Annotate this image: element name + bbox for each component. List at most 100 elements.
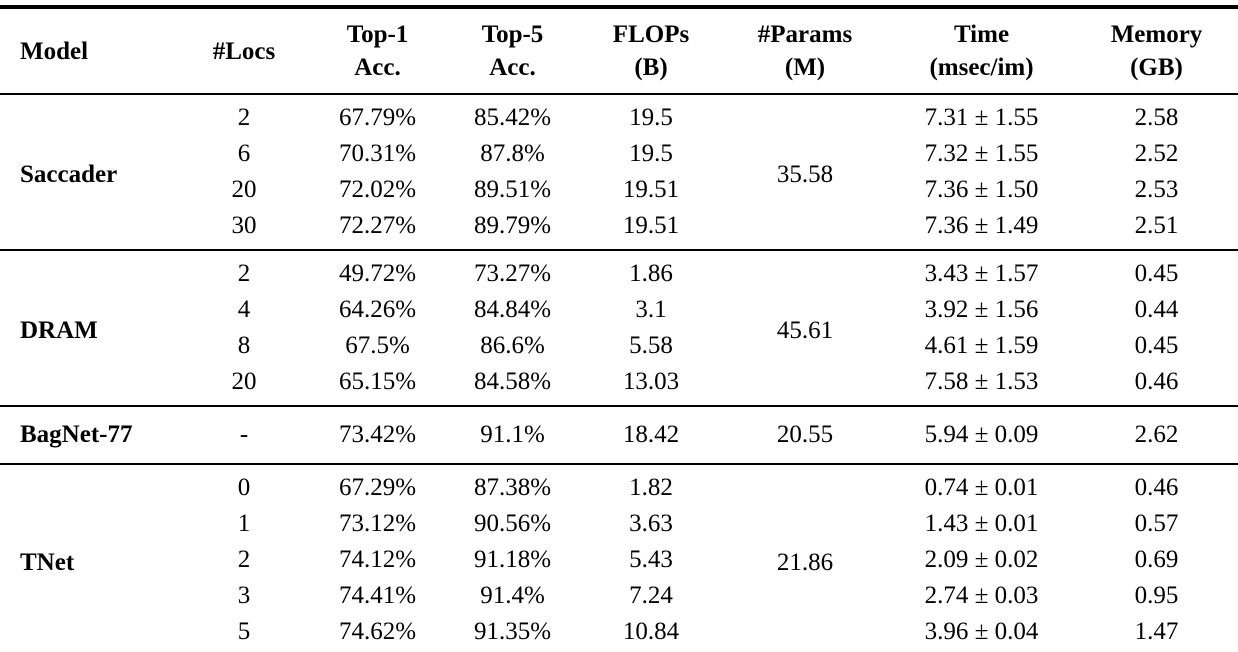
top5-cell: 89.51% xyxy=(473,176,552,203)
locs-cell: 2 xyxy=(237,546,251,573)
col-header-label: Model xyxy=(20,37,89,65)
memory-cell: 1.47 xyxy=(1134,618,1179,645)
model-cell: TNet xyxy=(0,463,178,652)
time-cell: 2.74 ± 0.03 xyxy=(924,582,1039,609)
top1-cell: 67.79% xyxy=(338,104,417,131)
table-row: TNet 0 67.29% 87.38% 1.82 21.86 0.74 ± 0.01 0.4… xyxy=(0,463,1238,652)
top5-cell: 91.18% xyxy=(473,546,552,573)
flops-cell: 1.86 xyxy=(580,249,722,292)
top5-cell: 89.79% xyxy=(473,212,552,239)
col-header-model: Model xyxy=(0,7,178,95)
top5-cell: 87.8% xyxy=(480,140,545,167)
memory-cell: 0.46 xyxy=(1075,463,1238,506)
top1-cell: 64.26% xyxy=(338,296,417,323)
table-row: 30 72.27% 89.79% 19.51 7.36 ± 1.49 2.51 xyxy=(0,208,1238,250)
top5-cell: 91.4% xyxy=(480,582,545,609)
col-header-top1: Top-1 Acc. xyxy=(310,7,445,95)
locs-cell: 30 xyxy=(231,212,257,239)
memory-cell: 2.53 xyxy=(1134,176,1179,203)
top5-cell: 91.35% xyxy=(473,618,552,645)
params-cell: 21.86 xyxy=(722,463,888,652)
locs-cell: 3 xyxy=(237,582,251,609)
locs-cell: 2 xyxy=(237,104,251,131)
flops-cell: 19.51 xyxy=(622,176,680,203)
time-cell: 1.43 ± 0.01 xyxy=(924,510,1039,537)
table-row: 3 74.41% 91.4% 7.24 2.74 ± 0.03 0.95 xyxy=(0,578,1238,614)
time-cell: 7.32 ± 1.55 xyxy=(924,140,1039,167)
params-cell: 20.55 xyxy=(722,405,888,464)
table-body: Saccader 2 67.79% 85.42% 19.5 35.58 7.31 ± 1.5… xyxy=(0,94,1238,652)
locs-cell: 1 xyxy=(237,510,251,537)
col-header-label: FLOPs xyxy=(612,21,690,48)
time-cell: 7.36 ± 1.50 xyxy=(924,176,1039,203)
col-header-label: #Params xyxy=(757,21,853,48)
col-header-label: Top-5 xyxy=(481,21,544,48)
memory-cell: 0.95 xyxy=(1134,582,1179,609)
col-header-sub: Acc. xyxy=(354,54,401,81)
time-cell: 2.09 ± 0.02 xyxy=(924,546,1039,573)
top5-cell: 86.6% xyxy=(480,332,545,359)
locs-cell: 8 xyxy=(237,332,251,359)
flops-cell: 19.51 xyxy=(622,212,680,239)
memory-cell: 0.69 xyxy=(1134,546,1179,573)
col-header-sub: (GB) xyxy=(1130,54,1183,81)
time-cell: 3.96 ± 0.04 xyxy=(924,618,1039,645)
top5-cell: 84.84% xyxy=(473,296,552,323)
table-row: 6 70.31% 87.8% 19.5 7.32 ± 1.55 2.52 xyxy=(0,136,1238,172)
locs-cell: 0 xyxy=(178,463,310,506)
top1-cell: 73.12% xyxy=(338,510,417,537)
time-cell: 3.43 ± 1.57 xyxy=(888,249,1075,292)
locs-cell: 4 xyxy=(237,296,251,323)
memory-cell: 0.45 xyxy=(1075,249,1238,292)
top5-cell: 84.58% xyxy=(473,368,552,395)
top1-cell: 73.42% xyxy=(310,405,445,464)
col-header-sub: (B) xyxy=(634,54,668,81)
col-header-locs: #Locs xyxy=(178,7,310,95)
params-cell: 35.58 xyxy=(776,160,834,188)
model-cell: BagNet-77 xyxy=(0,405,178,464)
time-cell: 3.92 ± 1.56 xyxy=(924,296,1039,323)
col-header-label: Time xyxy=(953,21,1010,48)
flops-cell: 5.58 xyxy=(629,332,673,359)
top1-cell: 74.41% xyxy=(338,582,417,609)
header-row: Model #Locs Top-1 Acc. Top-5 Acc. FLOPs … xyxy=(0,7,1238,95)
col-header-flops: FLOPs (B) xyxy=(580,7,722,95)
model-comparison-table: Model #Locs Top-1 Acc. Top-5 Acc. FLOPs … xyxy=(0,5,1238,652)
col-header-memory: Memory (GB) xyxy=(1075,7,1238,95)
time-cell: 7.58 ± 1.53 xyxy=(924,368,1039,395)
table-row: BagNet-77-73.42% 91.1% 18.42 20.55 5.94 ± 0.… xyxy=(0,405,1238,464)
model-cell: DRAM xyxy=(0,249,178,406)
top1-cell: 49.72% xyxy=(310,249,445,292)
flops-cell: 7.24 xyxy=(629,582,673,609)
memory-cell: 0.57 xyxy=(1134,510,1179,537)
top1-cell: 72.27% xyxy=(338,212,417,239)
top5-cell: 90.56% xyxy=(473,510,552,537)
locs-cell: 20 xyxy=(231,368,257,395)
col-header-params: #Params (M) xyxy=(722,7,888,95)
table-row: DRAM 2 49.72% 73.27% 1.86 45.61 3.43 ± 1.57 0.4… xyxy=(0,249,1238,406)
top1-cell: 70.31% xyxy=(338,140,417,167)
flops-cell: 18.42 xyxy=(580,405,722,464)
flops-cell: 3.1 xyxy=(635,296,667,323)
memory-cell: 2.51 xyxy=(1134,212,1179,239)
top1-cell: 67.5% xyxy=(345,332,410,359)
top1-cell: 67.29% xyxy=(310,463,445,506)
col-header-label: Memory xyxy=(1110,21,1203,48)
flops-cell: 5.43 xyxy=(629,546,673,573)
flops-cell: 13.03 xyxy=(622,368,680,395)
table-row: 2 74.12% 91.18% 5.43 2.09 ± 0.02 0.69 xyxy=(0,542,1238,578)
top1-cell: 72.02% xyxy=(338,176,417,203)
table-row: 20 72.02% 89.51% 19.51 7.36 ± 1.50 2.53 xyxy=(0,172,1238,208)
time-cell: 5.94 ± 0.09 xyxy=(888,405,1075,464)
time-cell: 7.31 ± 1.55 xyxy=(924,104,1039,131)
top5-cell: 85.42% xyxy=(473,104,552,131)
table-row: Saccader 2 67.79% 85.42% 19.5 35.58 7.31 ± 1.5… xyxy=(0,94,1238,188)
table-row: 5 74.62% 91.35% 10.84 3.96 ± 0.04 1.47 xyxy=(0,614,1238,652)
memory-cell: 2.52 xyxy=(1134,140,1179,167)
flops-cell: 3.63 xyxy=(629,510,673,537)
table-row: 4 64.26% 84.84% 3.1 3.92 ± 1.56 0.44 xyxy=(0,292,1238,328)
col-header-label: #Locs xyxy=(212,37,276,65)
table-row: 20 65.15% 84.58% 13.03 7.58 ± 1.53 0.46 xyxy=(0,364,1238,406)
model-cell: Saccader xyxy=(20,160,118,188)
locs-cell: 20 xyxy=(231,176,257,203)
